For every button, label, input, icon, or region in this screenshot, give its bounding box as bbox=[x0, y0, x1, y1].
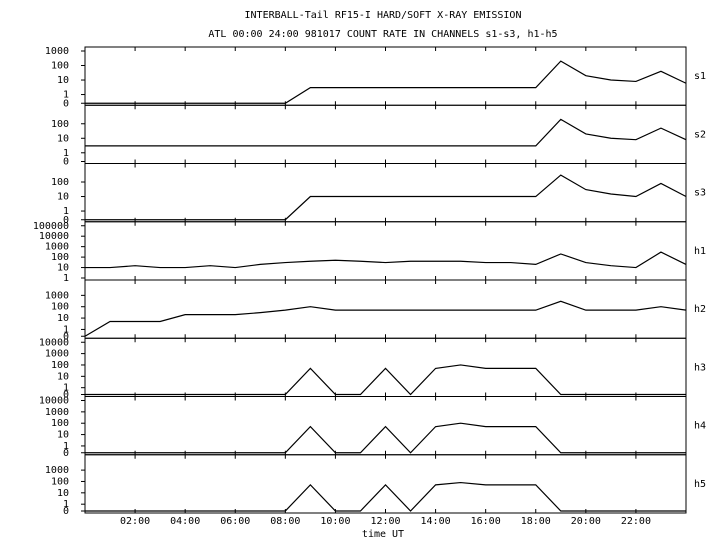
y-tick-label: 1 bbox=[63, 383, 69, 394]
x-tick-label: 08:00 bbox=[270, 516, 300, 527]
panel-label: h2 bbox=[694, 304, 706, 315]
panel-label: h5 bbox=[694, 479, 706, 490]
y-tick-label: 1000 bbox=[45, 465, 69, 476]
series-line bbox=[85, 118, 687, 147]
y-tick-label: 100 bbox=[51, 177, 69, 188]
panel-label: h1 bbox=[694, 246, 706, 257]
panel-frame bbox=[84, 396, 687, 456]
y-tick-label: 0 bbox=[63, 157, 69, 168]
y-tick-label: 1 bbox=[63, 273, 69, 284]
panel-frame bbox=[84, 454, 687, 514]
y-tick-label: 0 bbox=[63, 506, 69, 517]
y-tick-label: 1000 bbox=[45, 242, 69, 253]
x-tick-label: 12:00 bbox=[370, 516, 400, 527]
y-tick-label: 1 bbox=[63, 148, 69, 159]
y-tick-label: 10000 bbox=[39, 337, 69, 348]
panel-frame bbox=[84, 46, 687, 106]
y-tick-label: 100 bbox=[51, 418, 69, 429]
y-tick-label: 10 bbox=[57, 263, 69, 274]
y-tick-label: 100 bbox=[51, 119, 69, 130]
y-tick-label: 0 bbox=[63, 331, 69, 342]
panel-label: s3 bbox=[694, 188, 706, 199]
y-tick-label: 0 bbox=[63, 390, 69, 401]
y-tick-label: 1 bbox=[63, 90, 69, 101]
panel-label: h4 bbox=[694, 421, 706, 432]
y-tick-label: 0 bbox=[63, 98, 69, 109]
x-tick-label: 14:00 bbox=[421, 516, 451, 527]
x-tick-label: 22:00 bbox=[621, 516, 651, 527]
y-tick-label: 0 bbox=[63, 448, 69, 459]
y-tick-label: 10000 bbox=[39, 231, 69, 242]
y-tick-label: 10 bbox=[57, 430, 69, 441]
y-tick-label: 10 bbox=[57, 75, 69, 86]
panel-frame bbox=[84, 104, 687, 164]
y-tick-label: 10 bbox=[57, 371, 69, 382]
x-tick-label: 18:00 bbox=[521, 516, 551, 527]
series-line bbox=[85, 481, 686, 512]
x-tick-label: 16:00 bbox=[471, 516, 501, 527]
panel-label: s2 bbox=[694, 129, 706, 140]
y-tick-label: 1 bbox=[63, 324, 69, 335]
y-tick-label: 10 bbox=[57, 133, 69, 144]
series-line bbox=[85, 174, 687, 221]
panel-frame bbox=[84, 279, 687, 339]
y-tick-label: 100 bbox=[51, 61, 69, 72]
y-tick-label: 100 bbox=[51, 302, 69, 313]
x-tick-label: 10:00 bbox=[320, 516, 350, 527]
series-line bbox=[84, 300, 687, 337]
panel-frame bbox=[84, 163, 687, 223]
chart-subtitle: ATL 00:00 24:00 981017 COUNT RATE IN CHA… bbox=[208, 29, 557, 40]
series-line bbox=[85, 364, 686, 396]
y-tick-label: 10 bbox=[57, 192, 69, 203]
y-tick-label: 1 bbox=[63, 206, 69, 217]
y-tick-label: 10000 bbox=[39, 396, 69, 407]
chart-title: INTERBALL-Tail RF15-I HARD/SOFT X-RAY EM… bbox=[245, 10, 522, 21]
y-tick-label: 1000 bbox=[45, 407, 69, 418]
series-line bbox=[85, 60, 687, 104]
series-line bbox=[85, 251, 687, 269]
panel-frame bbox=[84, 221, 687, 281]
x-tick-label: 04:00 bbox=[170, 516, 200, 527]
x-tick-label: 20:00 bbox=[571, 516, 601, 527]
y-tick-label: 1 bbox=[63, 441, 69, 452]
y-tick-label: 100 bbox=[51, 360, 69, 371]
x-tick-label: 06:00 bbox=[220, 516, 250, 527]
y-tick-label: 10 bbox=[57, 313, 69, 324]
y-tick-label: 1 bbox=[63, 499, 69, 510]
y-tick-label: 100 bbox=[51, 252, 69, 263]
y-tick-label: 100 bbox=[51, 476, 69, 487]
y-tick-label: 1000 bbox=[45, 290, 69, 301]
y-tick-label: 10 bbox=[57, 488, 69, 499]
series-line bbox=[85, 422, 686, 454]
y-tick-label: 1000 bbox=[45, 349, 69, 360]
x-axis-label: time UT bbox=[362, 529, 404, 540]
y-tick-label: 0 bbox=[63, 215, 69, 226]
y-tick-label: 1000 bbox=[45, 46, 69, 57]
panel-label: h3 bbox=[694, 362, 706, 373]
x-tick-label: 02:00 bbox=[120, 516, 150, 527]
panel-label: s1 bbox=[694, 71, 706, 82]
panel-frame bbox=[84, 337, 687, 397]
y-tick-label: 100000 bbox=[33, 221, 69, 232]
